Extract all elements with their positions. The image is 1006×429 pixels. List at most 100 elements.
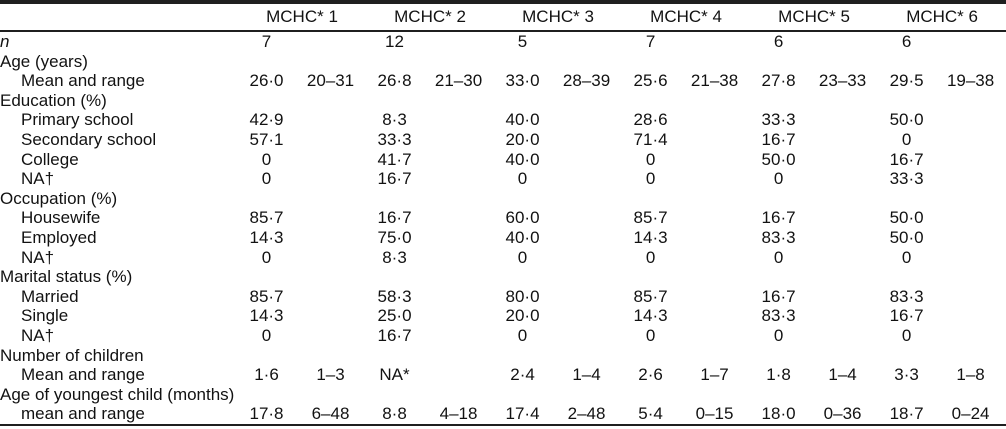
cell-range: [295, 248, 366, 268]
cell-mean: [494, 385, 551, 405]
cell-range: [807, 346, 878, 366]
cell-range: 28–39: [562, 71, 611, 91]
table-row: Age of youngest child (months): [0, 385, 1006, 405]
cell-mean: [878, 91, 935, 111]
cell-mean: 8·8: [382, 404, 407, 424]
cell-range: [295, 306, 366, 326]
cell-mean: 14·3: [249, 306, 284, 326]
cell-mean: 85·7: [633, 208, 668, 228]
cell-range: [807, 52, 878, 72]
cell-range: [295, 110, 366, 130]
header-row: MCHC* 1 MCHC* 2 MCHC* 3 MCHC* 4 MCHC* 5 MCHC*…: [0, 2, 1006, 32]
cell-mean: 29·5: [889, 71, 924, 91]
cell-mean: 16·7: [761, 208, 796, 228]
cell-range: [679, 130, 750, 150]
cell-mean: [622, 189, 679, 209]
cell-range: [935, 31, 1006, 52]
cell-range: [423, 208, 494, 228]
cell-range: [423, 110, 494, 130]
cell-mean: [366, 52, 423, 72]
cell-mean: 0: [773, 169, 784, 189]
cell-mean: 6: [773, 32, 784, 51]
cell-range: [807, 248, 878, 268]
cell-mean: 2·6: [638, 365, 663, 385]
row-label: Age (years): [0, 51, 88, 71]
cell-range: [551, 52, 622, 72]
cell-range: [679, 110, 750, 130]
cell-mean: 18·7: [889, 404, 924, 424]
cell-mean: [750, 267, 807, 287]
cell-range: 1–4: [828, 365, 857, 385]
cell-range: [423, 267, 494, 287]
cell-mean: 16·7: [377, 169, 412, 189]
cell-mean: [238, 91, 295, 111]
cell-mean: 83·3: [889, 286, 924, 306]
cell-mean: 33·3: [889, 169, 924, 189]
row-label: NA†: [21, 325, 55, 345]
table-row: Housewife 85·7 16·7 60·0 85·7 16·7 50·0: [0, 208, 1006, 228]
cell-range: [679, 31, 750, 52]
cell-mean: [622, 385, 679, 405]
cell-range: [679, 189, 750, 209]
cell-mean: 42·9: [249, 110, 284, 130]
cell-mean: [238, 189, 295, 209]
cell-range: [551, 130, 622, 150]
row-label: mean and range: [21, 404, 145, 424]
cell-range: [679, 91, 750, 111]
cell-mean: 25·0: [377, 306, 412, 326]
cell-mean: [878, 267, 935, 287]
cell-mean: 40·0: [505, 149, 540, 169]
cell-range: [551, 346, 622, 366]
cell-mean: [366, 267, 423, 287]
row-label: Age of youngest child (months): [0, 384, 235, 404]
cell-mean: 0: [261, 247, 272, 267]
cell-mean: 16·7: [377, 325, 412, 345]
cell-range: [935, 150, 1006, 170]
row-label: Occupation (%): [0, 188, 118, 208]
cell-range: 0–36: [823, 404, 862, 424]
cell-range: 1–4: [572, 365, 601, 385]
cell-range: [423, 385, 494, 405]
cell-mean: 0: [645, 149, 656, 169]
cell-range: 20–31: [306, 71, 355, 91]
cell-range: 4–18: [439, 404, 478, 424]
cell-range: [935, 287, 1006, 307]
table-row: Primary school 42·9 8·3 40·0 28·6 33·3 50·0: [0, 110, 1006, 130]
cell-range: [679, 248, 750, 268]
cell-range: [295, 150, 366, 170]
cell-range: [935, 346, 1006, 366]
cell-mean: 16·7: [889, 306, 924, 326]
cell-range: [807, 189, 878, 209]
cell-range: [295, 169, 366, 189]
row-label: n: [0, 32, 10, 51]
table-row: Mean and range 1·6 1–3 NA* 2·4 1–4 2·6 1–7 1·8 1–…: [0, 365, 1006, 385]
cell-mean: 1·8: [766, 365, 791, 385]
cell-mean: 0: [261, 149, 272, 169]
cell-mean: 40·0: [505, 110, 540, 130]
cell-mean: 26·0: [249, 71, 284, 91]
cell-mean: 83·3: [761, 227, 796, 247]
column-group-header: MCHC* 2: [366, 2, 495, 32]
cell-range: [935, 306, 1006, 326]
cell-mean: 0: [261, 169, 272, 189]
cell-range: [935, 110, 1006, 130]
cell-mean: 0: [645, 247, 656, 267]
row-label: Number of children: [0, 345, 144, 365]
cell-range: 0–24: [951, 404, 990, 424]
cell-mean: [750, 189, 807, 209]
cell-range: [551, 169, 622, 189]
cell-range: [807, 306, 878, 326]
cell-mean: 17·4: [505, 404, 540, 424]
cell-mean: 60·0: [505, 208, 540, 228]
cell-mean: NA*: [379, 365, 410, 385]
column-group-header: MCHC* 4: [622, 2, 751, 32]
cell-mean: 20·0: [505, 129, 540, 149]
cell-mean: 0: [517, 169, 528, 189]
cell-range: 19–38: [946, 71, 995, 91]
cell-mean: 2·4: [510, 365, 535, 385]
cell-range: [679, 326, 750, 346]
cell-mean: 0: [645, 325, 656, 345]
row-label: NA†: [21, 169, 55, 189]
cell-mean: 5: [517, 32, 528, 51]
